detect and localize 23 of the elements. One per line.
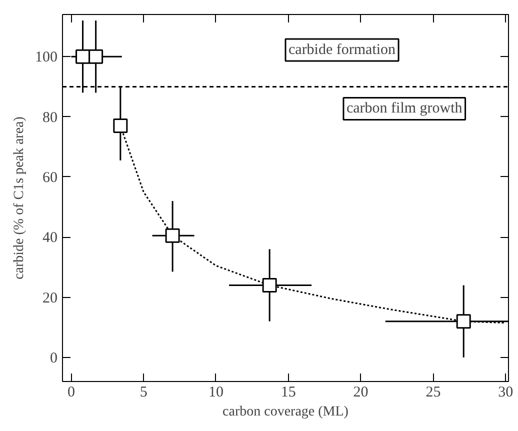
point [262,278,277,292]
x-tick-label: 25 [426,384,441,400]
y-tick-label: 60 [42,170,58,186]
x-tick-label: 15 [280,384,296,400]
point [165,228,180,243]
point [113,118,128,134]
y-tick-label: 80 [42,110,58,126]
y-tick-label: 40 [42,230,58,246]
y-axis-title: carbide (% of C1s peak area) [12,116,27,280]
x-axis-title: carbon coverage (ML) [222,404,349,420]
annotation: carbide formation [288,42,396,58]
x-tick-label: 30 [498,384,514,400]
x-tick-label: 20 [353,384,368,400]
x-tick-label: 0 [67,384,75,400]
annotation: carbon film growth [346,100,463,117]
point [76,49,90,64]
x-tick-label: 10 [208,384,224,400]
x-tick-label: 5 [140,384,148,400]
point [456,314,471,329]
y-tick-label: 0 [50,350,58,366]
y-tick-label: 20 [42,290,58,306]
point [88,49,104,64]
y-tick-label: 100 [35,50,58,66]
